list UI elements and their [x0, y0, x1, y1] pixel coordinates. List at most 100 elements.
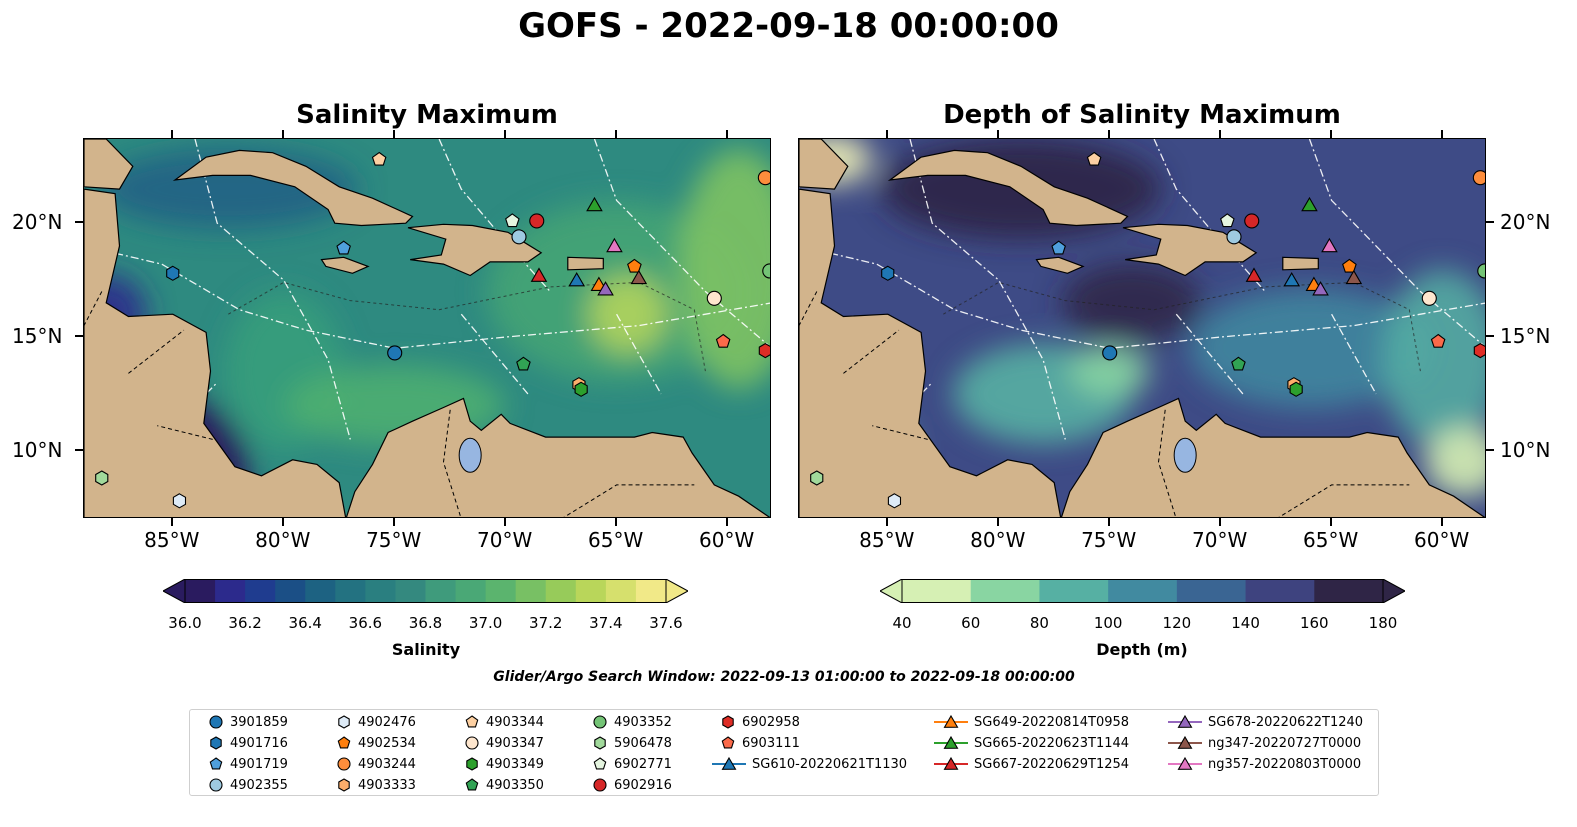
colorbar-segment — [635, 579, 667, 603]
platform-marker-SG667-20220629T1254[interactable] — [1245, 267, 1263, 282]
lon-tick-mark — [503, 518, 506, 526]
legend-label: 6902916 — [614, 777, 672, 793]
legend-item: 4902355 — [208, 775, 288, 795]
salinity-map[interactable] — [83, 138, 771, 518]
legend-label: 4903344 — [486, 714, 544, 730]
legend-label: 6902958 — [742, 714, 800, 730]
colorbar-segment — [970, 579, 1040, 603]
platform-marker-SG678-20220622T1240[interactable] — [597, 281, 614, 296]
platform-marker-4903244[interactable] — [757, 170, 771, 186]
platform-marker-4902476[interactable] — [887, 493, 902, 509]
legend-label: SG678-20220622T1240 — [1208, 714, 1364, 730]
platform-marker-4901719[interactable] — [1051, 240, 1066, 255]
platform-marker-4903344[interactable] — [371, 151, 387, 166]
platform-marker-4901719[interactable] — [336, 240, 351, 255]
platform-marker-4901716[interactable] — [881, 265, 895, 281]
platform-marker-SG667-20220629T1254[interactable] — [530, 267, 548, 282]
platform-marker-4903349[interactable] — [1289, 381, 1303, 397]
legend-item: 4903333 — [336, 775, 416, 795]
legend-label: 4901716 — [230, 735, 288, 751]
triangle-icon — [712, 756, 746, 770]
legend-label: 4902534 — [358, 735, 416, 751]
colorbar-tick-label: 60 — [961, 614, 981, 632]
platform-marker-6902958[interactable] — [758, 342, 771, 359]
platform-marker-6902958[interactable] — [1473, 342, 1486, 359]
legend-item: 6902771 — [592, 754, 672, 774]
figure-title: GOFS - 2022-09-18 00:00:00 — [518, 6, 1059, 46]
platform-marker-ng357-20220803T0000[interactable] — [606, 237, 623, 253]
platform-marker-3901859[interactable] — [387, 345, 403, 361]
lon-tick-mark — [885, 130, 888, 138]
legend-item: 4903344 — [464, 712, 544, 732]
platform-marker-SG665-20220623T1144[interactable] — [586, 196, 603, 212]
platform-marker-4902534[interactable] — [1342, 258, 1357, 273]
lon-tick-mark — [1218, 518, 1221, 526]
platform-marker-4902476[interactable] — [172, 493, 187, 509]
hexagon-icon — [338, 778, 350, 792]
platform-marker-ng347-20220727T0000[interactable] — [1345, 269, 1363, 285]
legend-item: SG610-20220621T1130 — [712, 754, 907, 774]
legend-item: ng357-20220803T0000 — [1168, 754, 1361, 774]
legend-item: 4903352 — [592, 712, 672, 732]
lat-tick-mark — [1486, 334, 1494, 337]
platform-marker-5906478[interactable] — [95, 470, 109, 486]
lon-tick-mark — [1107, 130, 1110, 138]
colorbar-segment — [455, 579, 487, 603]
colorbar-segment — [515, 579, 547, 603]
platform-marker-4903347[interactable] — [1421, 290, 1437, 306]
platform-marker-4903350[interactable] — [1231, 356, 1246, 371]
platform-marker-6903111[interactable] — [1430, 333, 1446, 348]
lat-tick-label: 15°N — [12, 323, 63, 348]
platform-marker-4903352[interactable] — [762, 263, 771, 279]
legend-item: SG678-20220622T1240 — [1168, 712, 1363, 732]
lon-tick-label: 65°W — [588, 528, 644, 552]
lon-tick-mark — [1440, 518, 1443, 526]
legend-label: 4903244 — [358, 756, 416, 772]
colorbar-tick-label: 36.8 — [408, 614, 443, 632]
legend-label: ng347-20220727T0000 — [1208, 735, 1362, 751]
platform-legend: 3901859 4901716 4901719 4902355 4902476 49025… — [189, 709, 1379, 796]
platform-marker-SG610-20220621T1130[interactable] — [1283, 272, 1301, 287]
colorbar-segment — [1039, 579, 1109, 603]
platform-marker-4903344[interactable] — [1086, 151, 1102, 166]
circle-icon — [209, 778, 223, 792]
lon-tick-mark — [170, 518, 173, 526]
platform-marker-ng347-20220727T0000[interactable] — [630, 269, 648, 285]
colorbar-segment — [575, 579, 607, 603]
lon-tick-mark — [1329, 518, 1332, 526]
circle-icon — [209, 715, 223, 729]
platform-marker-6902771[interactable] — [505, 213, 520, 228]
platform-marker-3901859[interactable] — [1102, 345, 1118, 361]
legend-item: SG649-20220814T0958 — [934, 712, 1129, 732]
platform-marker-5906478[interactable] — [810, 470, 824, 486]
triangle-icon — [934, 735, 968, 749]
depth-map[interactable] — [798, 138, 1486, 518]
platform-marker-6903111[interactable] — [715, 333, 731, 348]
platform-marker-4903347[interactable] — [706, 290, 722, 306]
platform-marker-4903350[interactable] — [516, 356, 531, 371]
colorbar-segment — [1176, 579, 1247, 603]
platform-marker-6902916[interactable] — [1244, 213, 1260, 229]
platform-marker-ng357-20220803T0000[interactable] — [1321, 237, 1338, 253]
platform-marker-4902534[interactable] — [627, 258, 642, 273]
platform-marker-4903244[interactable] — [1472, 170, 1486, 186]
lat-tick-mark — [75, 334, 83, 337]
platform-marker-SG665-20220623T1144[interactable] — [1301, 196, 1318, 212]
colorbar-tick-label: 37.2 — [529, 614, 563, 632]
colorbar-tick-label: 36.4 — [288, 614, 322, 632]
lon-tick-mark — [392, 130, 395, 138]
platform-marker-6902771[interactable] — [1220, 213, 1235, 228]
lon-tick-mark — [1329, 130, 1332, 138]
lon-tick-mark — [1107, 518, 1110, 526]
lon-tick-mark — [996, 518, 999, 526]
platform-marker-SG678-20220622T1240[interactable] — [1312, 281, 1329, 296]
platform-marker-4903352[interactable] — [1477, 263, 1486, 279]
platform-marker-SG610-20220621T1130[interactable] — [568, 272, 586, 287]
platform-marker-4902355[interactable] — [1226, 229, 1242, 245]
platform-marker-4902355[interactable] — [511, 229, 527, 245]
platform-marker-4903349[interactable] — [574, 381, 588, 397]
platform-marker-6902916[interactable] — [529, 213, 545, 229]
legend-item: 5906478 — [592, 733, 672, 753]
colorbar-segment — [245, 579, 276, 603]
platform-marker-4901716[interactable] — [166, 265, 180, 281]
